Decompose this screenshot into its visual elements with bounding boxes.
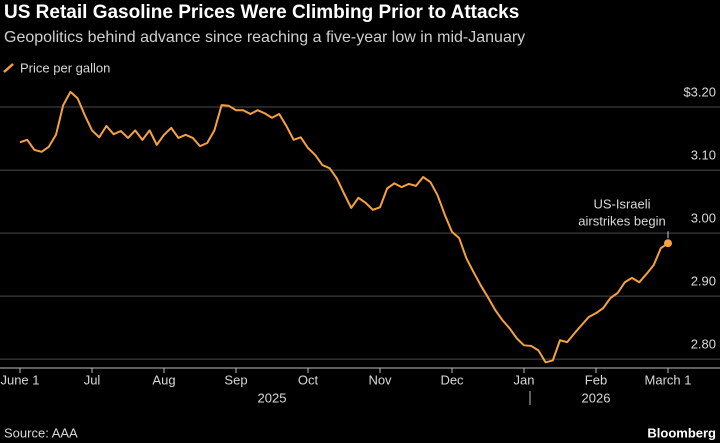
x-tick-label: Sep [224,372,247,387]
x-tick-label: March 1 [645,372,692,387]
x-tick-label: Jul [84,372,101,387]
x-tick-label: June 1 [0,372,39,387]
chart-title: US Retail Gasoline Prices Were Climbing … [4,2,519,23]
x-tick-label: Aug [152,372,175,387]
source: Source: AAA [4,425,78,440]
y-tick-label: 3.00 [691,211,716,226]
annotation: US-Israeli [593,197,650,212]
end-point [664,239,672,248]
price-line [19,90,669,364]
x-tick-label: Oct [298,372,319,387]
brand: Bloomberg [647,425,716,440]
y-tick-label: 3.10 [691,148,716,163]
legend-swatch [3,63,14,73]
x-group-label: 2026 [582,390,611,405]
legend-label: Price per gallon [20,60,110,75]
annotation: airstrikes begin [578,214,665,229]
y-tick-label: 2.80 [691,337,716,352]
x-tick-label: Jan [514,372,535,387]
x-tick-label: Feb [585,372,607,387]
y-tick-label: 2.90 [691,274,716,289]
chart-subtitle: Geopolitics behind advance since reachin… [4,29,525,46]
x-tick-label: Nov [368,372,392,387]
x-group-label: 2025 [258,390,287,405]
x-tick-label: Dec [440,372,464,387]
y-tick-label: $3.20 [683,84,716,99]
